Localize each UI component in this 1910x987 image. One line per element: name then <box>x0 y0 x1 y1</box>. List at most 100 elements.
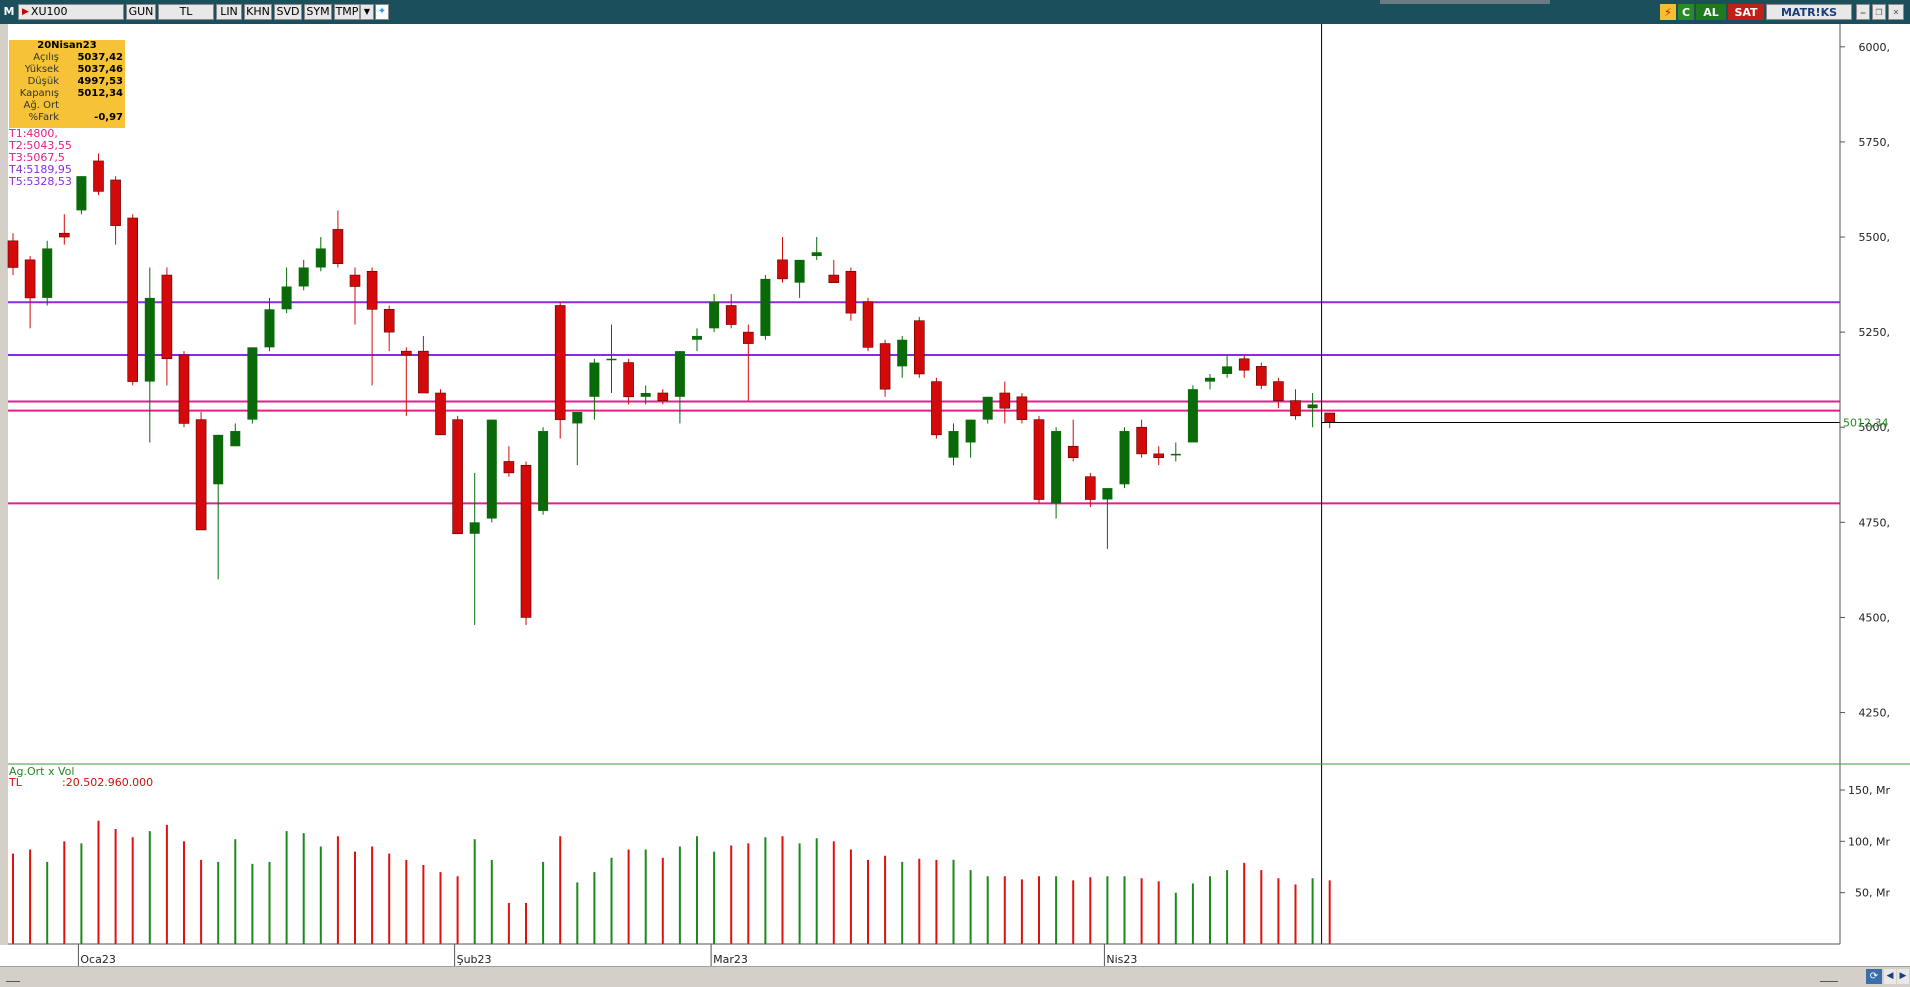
candle-body[interactable] <box>845 270 857 314</box>
candle-body[interactable] <box>161 274 173 360</box>
chart-svg[interactable]: 6000, 5750, 5500, 5250, 5000, 4750, 4500, 4250,… <box>0 0 1910 966</box>
candle-body[interactable] <box>213 434 224 485</box>
candle-body[interactable] <box>110 179 121 226</box>
tmp-button[interactable]: TMP <box>334 4 360 20</box>
candle-body[interactable] <box>879 343 891 390</box>
candle-body[interactable] <box>1085 476 1096 500</box>
candle-body[interactable] <box>1273 381 1284 401</box>
menu-button[interactable]: M <box>2 4 16 20</box>
scroll-right-handle[interactable] <box>1820 973 1838 982</box>
candle-body[interactable] <box>452 419 463 535</box>
period-button[interactable]: GUN <box>126 4 156 20</box>
candle-body[interactable] <box>1119 431 1130 485</box>
restore-icon[interactable]: ❐ <box>1872 4 1886 20</box>
candle-body[interactable] <box>42 248 53 298</box>
currency-button[interactable]: TL <box>158 4 214 20</box>
candle-body[interactable] <box>606 358 617 361</box>
candle-body[interactable] <box>742 331 754 344</box>
candle-body[interactable] <box>349 274 361 287</box>
candle-body[interactable] <box>486 419 497 519</box>
candle-body[interactable] <box>760 278 771 336</box>
candle-body[interactable] <box>1067 445 1079 458</box>
candle-body[interactable] <box>828 274 840 283</box>
buy-button[interactable]: AL <box>1696 4 1726 20</box>
close-icon[interactable]: ✕ <box>1888 4 1904 20</box>
dropdown-arrow-icon[interactable]: ▼ <box>360 4 374 20</box>
minimize-icon[interactable]: ‒ <box>1856 4 1870 20</box>
candle-body[interactable] <box>1256 366 1267 386</box>
refresh-icon[interactable]: C <box>1678 4 1694 20</box>
candle-body[interactable] <box>948 431 959 458</box>
candle-body[interactable] <box>24 259 36 299</box>
candle-body[interactable] <box>366 270 378 310</box>
candle-body[interactable] <box>1051 431 1062 504</box>
chart-area[interactable] <box>8 24 1910 974</box>
candle-body[interactable] <box>435 392 446 436</box>
candle-body[interactable] <box>264 309 275 348</box>
lightning-icon[interactable]: ⚡ <box>1660 4 1676 20</box>
candle-body[interactable] <box>1290 400 1301 417</box>
candle-body[interactable] <box>999 392 1011 409</box>
candle-body[interactable] <box>298 267 309 287</box>
candle-body[interactable] <box>982 396 993 420</box>
candle-body[interactable] <box>469 522 480 534</box>
candle-body[interactable] <box>1033 419 1045 500</box>
candle-body[interactable] <box>931 381 942 436</box>
candle-body[interactable] <box>811 252 822 257</box>
candle-body[interactable] <box>913 320 925 375</box>
candle-body[interactable] <box>897 339 908 367</box>
candle-body[interactable] <box>127 217 138 382</box>
candle-body[interactable] <box>572 412 583 424</box>
symbol-field[interactable]: ▶ XU100 <box>18 4 124 20</box>
candle-body[interactable] <box>178 354 190 424</box>
candle-body[interactable] <box>1307 404 1318 409</box>
candle-body[interactable] <box>589 362 600 397</box>
candle-body[interactable] <box>657 392 669 401</box>
svd-button[interactable]: SVD <box>274 4 302 20</box>
candle-body[interactable] <box>777 259 788 280</box>
sym-button[interactable]: SYM <box>304 4 332 20</box>
candle-body[interactable] <box>7 240 19 268</box>
candle-body[interactable] <box>1205 377 1215 382</box>
linear-button[interactable]: LIN <box>216 4 242 20</box>
candle-body[interactable] <box>1102 488 1113 500</box>
candle-body[interactable] <box>230 431 241 447</box>
candle-body[interactable] <box>58 232 70 238</box>
sync-icon[interactable]: ⟳ <box>1866 969 1882 984</box>
candle-body[interactable] <box>640 393 651 397</box>
scroll-left-handle[interactable] <box>6 973 20 982</box>
candle-body[interactable] <box>1222 366 1233 374</box>
candle-body[interactable] <box>538 431 549 511</box>
candle-body[interactable] <box>332 229 344 264</box>
candle-body[interactable] <box>195 419 207 531</box>
candle-body[interactable] <box>400 350 412 356</box>
candle-body[interactable] <box>503 461 515 474</box>
candle-body[interactable] <box>692 335 702 340</box>
candle-body[interactable] <box>1187 389 1198 443</box>
candle-body[interactable] <box>965 419 976 443</box>
candle-body[interactable] <box>709 301 720 329</box>
candle-body[interactable] <box>1016 396 1028 420</box>
candle-body[interactable] <box>1153 453 1164 458</box>
candle-body[interactable] <box>315 248 326 268</box>
candle-body[interactable] <box>1324 412 1335 423</box>
pan-left-icon[interactable]: ◀ <box>1884 969 1896 984</box>
candle-body[interactable] <box>862 301 874 348</box>
candle-body[interactable] <box>144 297 155 382</box>
candle-body[interactable] <box>725 305 737 325</box>
candle-body[interactable] <box>674 351 685 397</box>
candle-body[interactable] <box>1238 358 1250 371</box>
sell-button[interactable]: SAT <box>1728 4 1764 20</box>
candle-body[interactable] <box>418 350 429 394</box>
candle-body[interactable] <box>554 305 566 420</box>
candle-body[interactable] <box>93 160 104 192</box>
pan-right-icon[interactable]: ▶ <box>1897 969 1909 984</box>
candle-body[interactable] <box>794 259 805 283</box>
candle-body[interactable] <box>520 464 532 618</box>
candle-body[interactable] <box>281 286 292 310</box>
candle-body[interactable] <box>1136 426 1147 455</box>
candle-body[interactable] <box>247 347 258 420</box>
candle-body[interactable] <box>1170 453 1181 456</box>
twitter-icon[interactable]: ✦ <box>375 4 389 20</box>
candle-body[interactable] <box>383 309 395 333</box>
